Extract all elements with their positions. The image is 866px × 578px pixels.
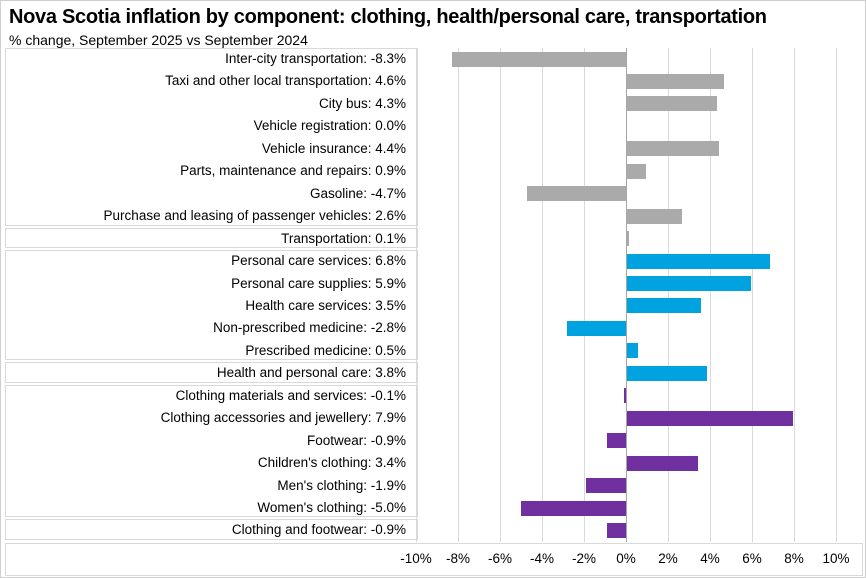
category-label: Purchase and leasing of passenger vehicl… xyxy=(103,208,406,224)
category-label: Personal care supplies: 5.9% xyxy=(231,275,406,291)
category-label: Footwear: -0.9% xyxy=(306,432,406,448)
x-tick-label: 8% xyxy=(784,550,804,566)
x-tick-label: 0% xyxy=(616,550,636,566)
bar xyxy=(627,253,770,269)
gridline xyxy=(542,48,543,542)
category-label: Transportation: 0.1% xyxy=(281,230,406,246)
gridline xyxy=(752,48,753,542)
zero-line xyxy=(626,48,627,542)
category-label: Vehicle insurance: 4.4% xyxy=(261,140,406,156)
x-tick-label: 6% xyxy=(742,550,762,566)
gridline xyxy=(668,48,669,542)
bar xyxy=(627,276,751,291)
x-tick-label: 2% xyxy=(658,550,678,566)
bar xyxy=(627,141,720,157)
gridline xyxy=(458,48,459,542)
gridline xyxy=(836,48,837,542)
category-label: Parts, maintenance and repairs: 0.9% xyxy=(180,163,406,179)
category-label: Health care services: 3.5% xyxy=(245,297,406,313)
category-label: Inter-city transportation: -8.3% xyxy=(225,51,406,66)
x-tick-label: -4% xyxy=(529,550,555,566)
bar xyxy=(627,343,638,359)
category-label: Women's clothing: -5.0% xyxy=(257,500,406,515)
x-tick-label: 10% xyxy=(822,550,850,566)
category-label: Clothing and footwear: -0.9% xyxy=(231,522,406,538)
label-group-box xyxy=(5,48,418,226)
gridline xyxy=(584,48,585,542)
category-label: Clothing materials and services: -0.1% xyxy=(175,387,406,403)
x-tick-label: -6% xyxy=(487,550,513,566)
bar xyxy=(521,500,626,516)
label-group-box xyxy=(5,227,418,249)
gridline xyxy=(794,48,795,542)
x-tick-label: -8% xyxy=(445,550,471,566)
category-label: Non-prescribed medicine: -2.8% xyxy=(213,320,406,336)
category-label: Gasoline: -4.7% xyxy=(309,185,406,201)
gridline xyxy=(500,48,501,542)
category-label: Taxi and other local transportation: 4.6… xyxy=(165,73,406,89)
category-label: Health and personal care: 3.8% xyxy=(216,365,406,381)
category-label: City bus: 4.3% xyxy=(318,95,406,111)
chart-title: Nova Scotia inflation by component: clot… xyxy=(9,6,767,28)
bar xyxy=(567,320,626,336)
bar xyxy=(451,51,626,67)
label-group-box xyxy=(5,362,418,383)
category-label: Prescribed medicine: 0.5% xyxy=(245,342,406,358)
bar xyxy=(627,298,701,314)
bar xyxy=(627,208,682,224)
x-tick-label: 4% xyxy=(700,550,720,566)
label-group-box xyxy=(5,519,418,540)
bar xyxy=(627,455,699,471)
x-tick-label: -10% xyxy=(400,550,432,566)
bar xyxy=(627,96,718,112)
gridline xyxy=(710,48,711,542)
category-label: Children's clothing: 3.4% xyxy=(257,455,406,471)
bar xyxy=(527,186,626,202)
category-label: Men's clothing: -1.9% xyxy=(277,477,406,493)
label-group-box xyxy=(5,384,418,518)
bar xyxy=(607,433,626,449)
bar xyxy=(607,522,626,538)
label-group-box xyxy=(5,250,418,361)
bar xyxy=(627,365,707,381)
bar xyxy=(627,231,630,247)
x-tick-label: -2% xyxy=(571,550,597,566)
bar xyxy=(627,410,793,426)
bar xyxy=(586,478,626,494)
x-axis-strip xyxy=(5,542,863,576)
category-label: Clothing accessories and jewellery: 7.9% xyxy=(160,410,406,426)
chart-subtitle: % change, September 2025 vs September 20… xyxy=(9,32,308,48)
category-label: Personal care services: 6.8% xyxy=(231,253,406,269)
bar xyxy=(623,388,626,404)
bar xyxy=(627,163,646,179)
gridline xyxy=(416,48,417,542)
category-label: Vehicle registration: 0.0% xyxy=(253,118,406,134)
bar xyxy=(627,73,724,89)
